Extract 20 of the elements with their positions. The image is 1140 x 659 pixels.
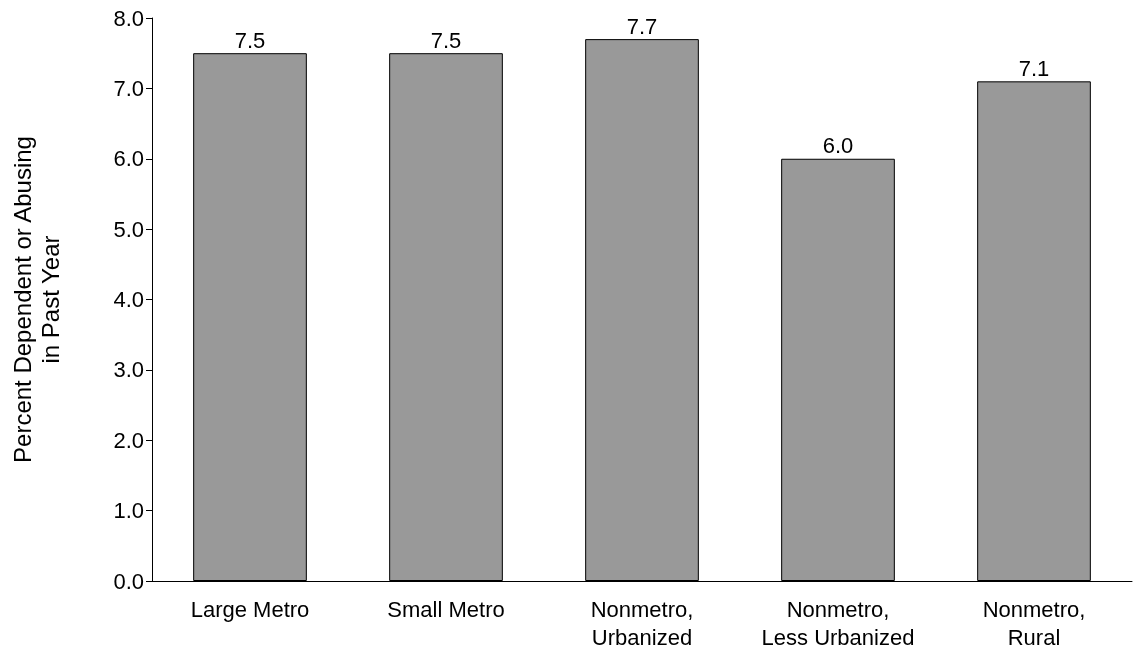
y-tick-label: 4.0 — [113, 287, 144, 312]
y-tick-label: 6.0 — [113, 146, 144, 172]
data-label: 7.1 — [1018, 55, 1050, 81]
data-label: 7.5 — [430, 27, 462, 53]
y-tick-label: 1.0 — [113, 498, 144, 524]
x-tick-label: Nonmetro, Less Urbanized — [761, 596, 915, 650]
y-tick-label: 5.0 — [113, 216, 144, 242]
y-tick-label: 2.0 — [113, 427, 144, 453]
x-tick-label: Nonmetro, Urbanized — [590, 596, 694, 650]
y-tick-label: 7.0 — [113, 75, 144, 101]
y-axis-title: Percent Dependent or Abusing in Past Year — [8, 136, 64, 463]
y-tick-label: 8.0 — [113, 5, 144, 31]
data-label: 7.5 — [234, 27, 266, 53]
y-tick-label: 3.0 — [113, 357, 144, 383]
x-tick-label: Small Metro — [387, 596, 505, 622]
x-tick-label: Nonmetro, Rural — [982, 596, 1086, 650]
data-label: 7.7 — [626, 13, 658, 39]
x-tick-label: Large Metro — [190, 596, 310, 622]
y-tick-label: 0.0 — [113, 568, 144, 594]
data-label: 6.0 — [822, 133, 854, 159]
